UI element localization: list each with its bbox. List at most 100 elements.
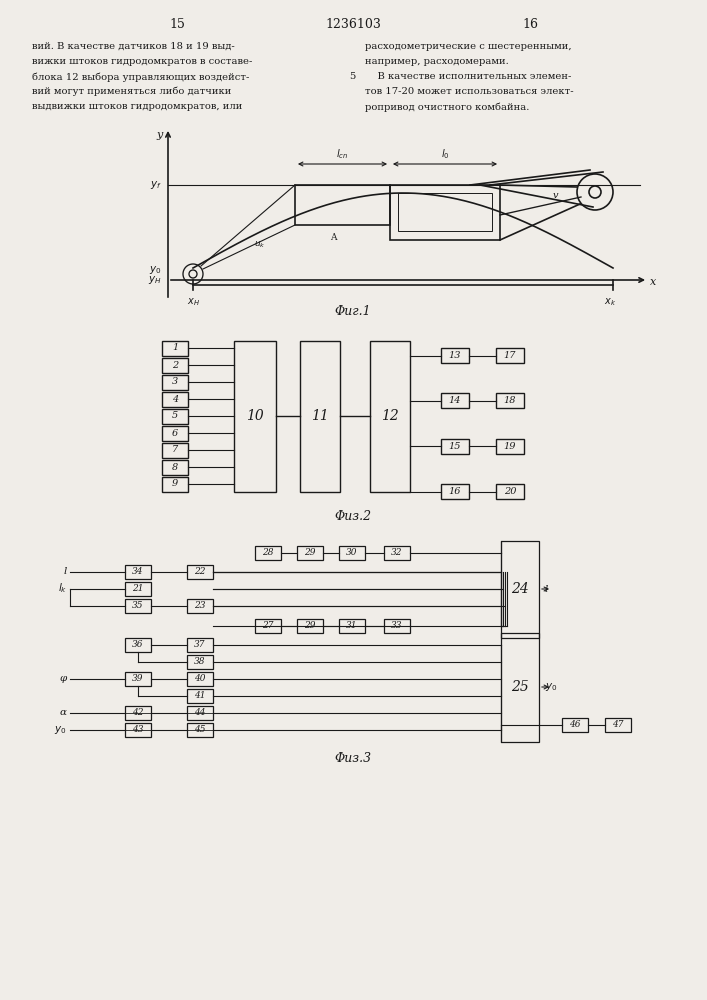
Text: 12: 12	[381, 409, 399, 423]
Bar	[187, 654, 213, 668]
Text: вий могут применяться либо датчики: вий могут применяться либо датчики	[32, 87, 231, 97]
Bar	[125, 672, 151, 686]
Text: α: α	[60, 708, 67, 717]
Bar	[162, 426, 188, 440]
Text: $l_k$: $l_k$	[58, 582, 67, 595]
Bar	[234, 340, 276, 491]
Text: $l_{cn}$: $l_{cn}$	[337, 147, 349, 161]
Text: A: A	[329, 233, 337, 242]
Text: 39: 39	[132, 674, 144, 683]
Text: 11: 11	[311, 409, 329, 423]
Text: l: l	[64, 567, 67, 576]
Bar	[162, 391, 188, 406]
Text: 27: 27	[262, 621, 274, 630]
Bar	[605, 718, 631, 732]
Text: расходометрические с шестеренными,: расходометрические с шестеренными,	[365, 42, 572, 51]
Text: $y_H$: $y_H$	[148, 274, 162, 286]
Text: 1: 1	[172, 344, 178, 353]
Text: 7: 7	[172, 446, 178, 454]
Text: 32: 32	[391, 548, 403, 557]
Text: 45: 45	[194, 725, 206, 734]
Text: 46: 46	[569, 720, 580, 729]
Text: 10: 10	[246, 409, 264, 423]
Text: 16: 16	[449, 487, 461, 496]
Text: $y_f$: $y_f$	[150, 179, 162, 191]
Text: 33: 33	[391, 621, 403, 630]
Bar	[162, 340, 188, 356]
Text: 5: 5	[349, 72, 355, 81]
Text: 29: 29	[304, 621, 316, 630]
Text: 41: 41	[194, 691, 206, 700]
Text: 15: 15	[169, 18, 185, 31]
Text: Φиз.3: Φиз.3	[334, 752, 372, 764]
Text: y: y	[157, 130, 163, 140]
Text: 36: 36	[132, 640, 144, 649]
Text: 23: 23	[194, 601, 206, 610]
Bar	[187, 722, 213, 736]
Text: 35: 35	[132, 601, 144, 610]
Text: 47: 47	[612, 720, 624, 729]
Text: 17: 17	[504, 351, 516, 360]
Text: 14: 14	[449, 396, 461, 405]
Text: 37: 37	[194, 640, 206, 649]
Text: 18: 18	[504, 396, 516, 405]
Text: 22: 22	[194, 567, 206, 576]
Bar	[187, 672, 213, 686]
Bar	[125, 582, 151, 595]
Bar	[496, 393, 524, 408]
Text: $u_k$: $u_k$	[255, 240, 266, 250]
Bar	[398, 193, 492, 231]
Text: 3: 3	[172, 377, 178, 386]
Text: ропривод очистного комбайна.: ропривод очистного комбайна.	[365, 102, 530, 111]
Bar	[162, 358, 188, 372]
Text: $l_0$: $l_0$	[440, 147, 450, 161]
Bar	[162, 442, 188, 458]
Bar	[125, 722, 151, 736]
Text: 19: 19	[504, 442, 516, 451]
Bar	[187, 638, 213, 652]
Bar	[390, 185, 500, 240]
Bar	[297, 546, 323, 560]
Text: 42: 42	[132, 708, 144, 717]
Bar	[125, 638, 151, 652]
Bar	[255, 546, 281, 560]
Bar	[187, 706, 213, 720]
Text: тов 17-20 может использоваться элект-: тов 17-20 может использоваться элект-	[365, 87, 573, 96]
Text: 30: 30	[346, 548, 358, 557]
Bar	[300, 340, 340, 491]
Text: В качестве исполнительных элемен-: В качестве исполнительных элемен-	[365, 72, 571, 81]
Text: блока 12 выбора управляющих воздейст-: блока 12 выбора управляющих воздейст-	[32, 72, 250, 82]
Bar	[125, 598, 151, 612]
Text: $y_0$: $y_0$	[54, 724, 67, 736]
Bar	[187, 564, 213, 578]
Text: v: v	[552, 192, 558, 200]
Bar	[162, 408, 188, 424]
Text: 6: 6	[172, 428, 178, 438]
Text: 1236103: 1236103	[325, 18, 381, 31]
Text: 16: 16	[522, 18, 538, 31]
Bar	[162, 460, 188, 475]
Text: x: x	[650, 277, 656, 287]
Text: $y_0$: $y_0$	[545, 681, 558, 693]
Text: 43: 43	[132, 725, 144, 734]
Bar	[384, 618, 410, 633]
Bar	[562, 718, 588, 732]
Text: $y_0$: $y_0$	[149, 264, 162, 276]
Bar	[162, 374, 188, 389]
Text: вижки штоков гидродомкратов в составе-: вижки штоков гидродомкратов в составе-	[32, 57, 252, 66]
Text: 5: 5	[172, 412, 178, 420]
Text: 34: 34	[132, 567, 144, 576]
Bar	[384, 546, 410, 560]
Text: 20: 20	[504, 487, 516, 496]
Bar	[496, 484, 524, 499]
Text: 8: 8	[172, 462, 178, 472]
Text: вий. В качестве датчиков 18 и 19 выд-: вий. В качестве датчиков 18 и 19 выд-	[32, 42, 235, 51]
Bar	[441, 439, 469, 454]
Text: $x_H$: $x_H$	[187, 296, 199, 308]
Text: $x_k$: $x_k$	[604, 296, 616, 308]
Bar	[441, 484, 469, 499]
Text: 13: 13	[449, 351, 461, 360]
Text: 28: 28	[262, 548, 274, 557]
Bar	[441, 348, 469, 363]
Text: 4: 4	[172, 394, 178, 403]
